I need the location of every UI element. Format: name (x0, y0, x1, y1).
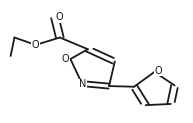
Text: O: O (62, 54, 69, 64)
Text: O: O (155, 66, 163, 76)
Text: O: O (32, 40, 40, 50)
Text: N: N (79, 79, 87, 89)
Text: O: O (55, 12, 63, 22)
